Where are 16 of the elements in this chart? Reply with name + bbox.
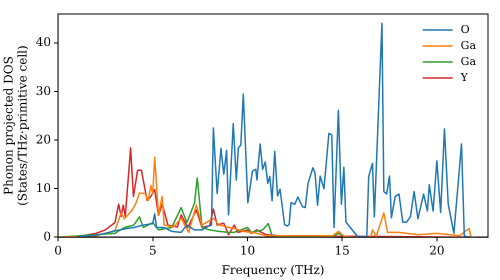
legend-label: Ga: [460, 54, 476, 68]
y-tick-label: 40: [36, 35, 52, 50]
x-tick-label: 0: [54, 244, 62, 258]
y-tick-label: 20: [36, 132, 52, 146]
y-tick-label: 30: [36, 84, 52, 98]
x-tick-label: 10: [240, 244, 256, 258]
y-tick-label: 0: [43, 229, 52, 244]
y-tick-label: 10: [36, 180, 52, 195]
x-axis-title: Frequency (THz): [222, 262, 324, 277]
x-tick-label: 20: [429, 244, 445, 258]
x-tick-label: 5: [148, 244, 157, 258]
legend-label: O: [460, 22, 470, 36]
legend-label: Ga: [460, 38, 476, 52]
legend-label: Y: [460, 70, 469, 84]
y-axis-title: Phonon projected DOS (States/THz·primitive cell): [1, 45, 30, 206]
x-tick-label: 15: [334, 244, 350, 258]
